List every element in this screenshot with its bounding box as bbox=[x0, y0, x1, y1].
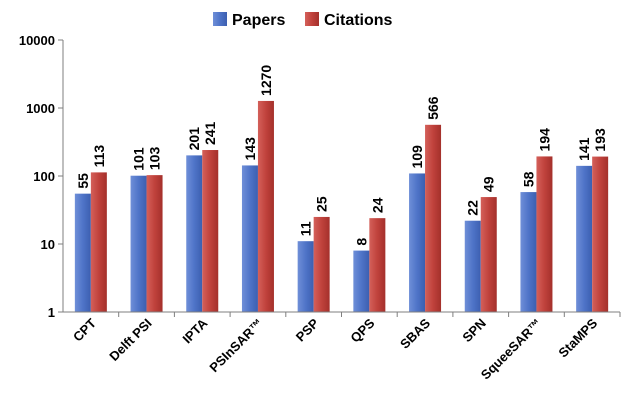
bar-citations-4 bbox=[313, 216, 330, 312]
bar-citations-3 bbox=[257, 100, 274, 312]
bars bbox=[74, 100, 609, 313]
data-label-papers-8: 58 bbox=[520, 171, 536, 187]
data-label-papers-6: 109 bbox=[409, 145, 425, 169]
data-label-papers-1: 101 bbox=[131, 147, 147, 171]
bar-papers-9 bbox=[576, 165, 593, 312]
legend-label-papers: Papers bbox=[232, 12, 285, 29]
data-label-citations-9: 193 bbox=[592, 128, 608, 152]
data-label-papers-4: 11 bbox=[298, 221, 314, 236]
y-tick-label: 1 bbox=[48, 305, 55, 320]
data-label-citations-0: 113 bbox=[91, 145, 107, 168]
data-label-citations-8: 194 bbox=[536, 128, 552, 152]
data-label-citations-6: 566 bbox=[425, 96, 441, 120]
data-label-papers-2: 201 bbox=[186, 127, 202, 151]
x-tick-label: PSP bbox=[293, 315, 322, 344]
bar-citations-7 bbox=[480, 197, 497, 312]
y-tick-label: 100 bbox=[33, 169, 55, 184]
bar-papers-3 bbox=[241, 165, 258, 312]
bar-papers-1 bbox=[130, 175, 147, 312]
legend-swatch-papers bbox=[213, 12, 227, 26]
bar-papers-7 bbox=[464, 220, 481, 312]
data-label-citations-1: 103 bbox=[147, 147, 163, 171]
y-tick-label: 10000 bbox=[19, 33, 55, 48]
bar-papers-4 bbox=[297, 241, 314, 312]
data-label-citations-4: 25 bbox=[314, 196, 330, 212]
data-label-papers-0: 55 bbox=[75, 173, 91, 189]
data-label-citations-5: 24 bbox=[369, 197, 385, 213]
data-label-papers-9: 141 bbox=[576, 137, 592, 161]
y-tick-label: 10 bbox=[41, 237, 55, 252]
x-tick-label: IPTA bbox=[180, 315, 211, 346]
legend: Papers Citations bbox=[213, 12, 393, 29]
x-tick-label: CPT bbox=[70, 315, 99, 344]
bar-papers-5 bbox=[353, 250, 370, 312]
x-tick-label: Delft PSI bbox=[106, 316, 154, 364]
x-tick-label: PSInSAR™ bbox=[206, 316, 266, 376]
data-label-citations-3: 1270 bbox=[258, 65, 274, 96]
bar-citations-8 bbox=[536, 156, 553, 312]
legend-swatch-citations bbox=[305, 12, 319, 26]
y-axis: 1 10 100 1000 10000 bbox=[19, 33, 64, 320]
bar-papers-0 bbox=[74, 193, 91, 312]
bar-papers-6 bbox=[409, 173, 426, 312]
bar-papers-8 bbox=[520, 192, 537, 312]
bar-citations-1 bbox=[146, 175, 163, 312]
bar-citations-6 bbox=[425, 124, 442, 313]
data-label-citations-7: 49 bbox=[481, 176, 497, 192]
data-label-papers-3: 143 bbox=[242, 137, 258, 161]
y-tick-label: 1000 bbox=[26, 101, 55, 116]
data-label-papers-5: 8 bbox=[353, 238, 369, 246]
bar-citations-9 bbox=[592, 156, 609, 312]
bar-papers-2 bbox=[186, 155, 203, 312]
x-tick-label: StaMPS bbox=[555, 315, 600, 360]
legend-label-citations: Citations bbox=[324, 12, 393, 29]
data-label-papers-7: 22 bbox=[465, 200, 481, 216]
data-label-citations-2: 241 bbox=[202, 121, 218, 145]
bar-citations-5 bbox=[369, 218, 386, 312]
bar-citations-0 bbox=[90, 172, 107, 312]
x-tick-label: QPS bbox=[347, 315, 377, 345]
x-tick-label: SBAS bbox=[397, 315, 433, 351]
x-tick-label: SPN bbox=[459, 316, 489, 346]
bar-citations-2 bbox=[202, 150, 219, 312]
